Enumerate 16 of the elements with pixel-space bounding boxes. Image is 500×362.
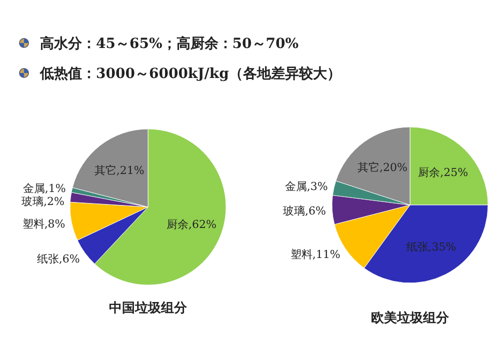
text: 高水分：45～65%；高厨余：50～70%: [40, 35, 299, 52]
slice-label: 厨余,62%: [166, 218, 216, 232]
slice-label: 玻璃,6%: [282, 204, 326, 218]
slice-label: 塑料,8%: [22, 217, 66, 230]
text: 中国垃圾组分: [109, 300, 188, 316]
slice-label: 金属,1%: [22, 182, 66, 195]
slice-label: 纸张,35%: [406, 240, 456, 254]
slice-label: 塑料,11%: [290, 248, 340, 262]
slice-label: 金属,3%: [284, 180, 328, 193]
slice-label: 玻璃,2%: [21, 194, 64, 208]
text: 欧美垃圾组分: [371, 310, 450, 326]
text: 低热值：3000～6000kJ/kg（各地差异较大）: [39, 66, 341, 82]
slice-label: 其它,21%: [94, 164, 144, 178]
slice-label: 其它,20%: [358, 161, 408, 174]
slice-label: 厨余,25%: [418, 166, 468, 179]
slice-label: 纸张,6%: [36, 252, 80, 266]
